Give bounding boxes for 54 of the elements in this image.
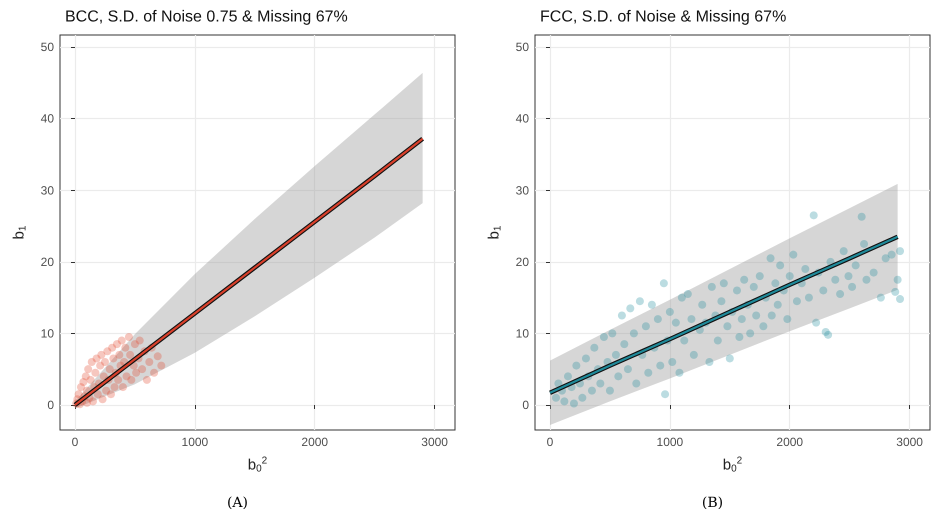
point [106, 365, 114, 374]
point [154, 352, 162, 360]
point [126, 350, 134, 359]
y-axis-title: b1 [10, 225, 28, 240]
y-tick-label: 50 [516, 40, 530, 54]
point [115, 350, 124, 359]
y-tick-label: 40 [516, 112, 530, 126]
y-tick-label: 30 [40, 183, 54, 198]
point [88, 397, 97, 406]
point [118, 383, 127, 392]
y-tick-label: 10 [516, 326, 530, 340]
point [136, 336, 144, 345]
x-tick-label: 2000 [776, 435, 804, 449]
chart-title: FCC, S.D. of Noise & Missing 67% [540, 8, 786, 26]
point [121, 344, 130, 352]
point [142, 376, 151, 384]
point [127, 376, 136, 384]
text: (A) [226, 495, 250, 511]
y-tick-label: 30 [516, 183, 530, 198]
chart-title: BCC, S.D. of Noise 0.75 & Missing 67% [65, 8, 348, 26]
x-tick-label: 3000 [421, 435, 448, 449]
x-tick-label: 1000 [182, 435, 209, 449]
x-tick-label: 3000 [896, 435, 924, 449]
point [91, 368, 100, 377]
point [118, 336, 126, 345]
text: (B) [700, 495, 724, 511]
x-tick-label: 2000 [301, 435, 328, 449]
y-tick-label: 20 [516, 254, 530, 269]
y-tick-label: 40 [40, 112, 54, 126]
point [157, 362, 166, 370]
point [114, 376, 122, 384]
point [150, 368, 158, 377]
x-tick-label: 0 [546, 435, 554, 449]
y-tick-label: 50 [40, 40, 54, 54]
point [124, 332, 133, 341]
point [98, 395, 107, 404]
y-tick-label: 10 [40, 326, 54, 340]
point [106, 390, 115, 398]
y-tick-label: 0 [47, 398, 54, 412]
x-tick-label: 0 [72, 435, 79, 449]
point [138, 365, 146, 374]
point [132, 368, 140, 377]
x-tick-label: 1000 [656, 435, 684, 449]
point [145, 358, 154, 366]
point [110, 383, 119, 392]
line-series [72, 136, 425, 408]
y-tick-label: 0 [522, 398, 530, 412]
point [109, 354, 118, 362]
y-tick-label: 20 [40, 254, 54, 269]
point [97, 350, 106, 359]
point [84, 365, 92, 374]
y-axis-title: b1 [486, 225, 504, 240]
point [86, 376, 95, 384]
point [100, 358, 109, 366]
